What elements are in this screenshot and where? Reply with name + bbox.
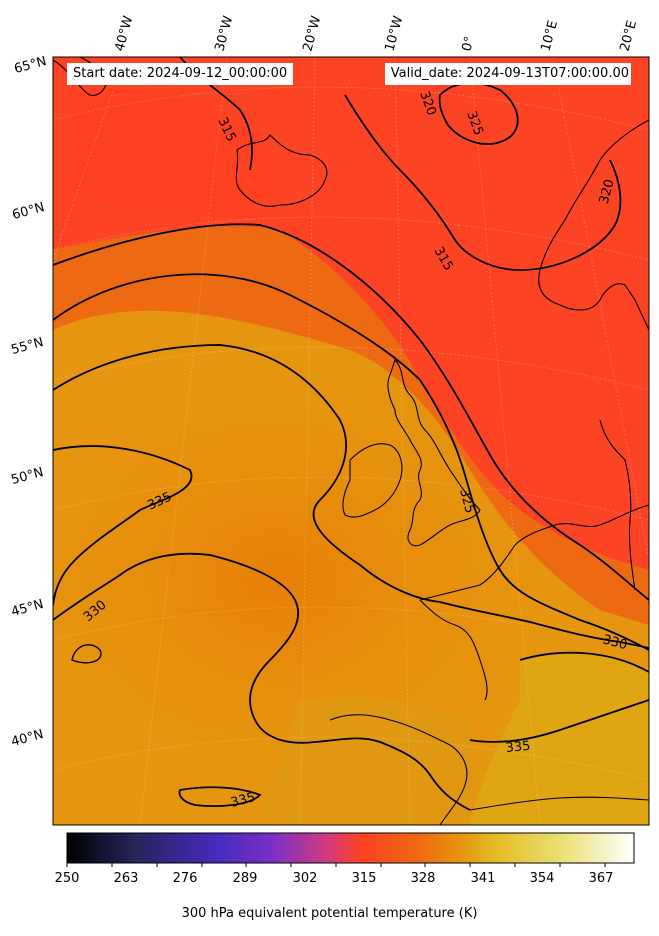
contour-335-west xyxy=(53,344,441,603)
contour-label: 335 xyxy=(229,790,257,811)
colorbar-tick-label: 302 xyxy=(292,871,318,886)
start-date-label: Start date: 2024-09-12_00:00:00 xyxy=(67,63,294,85)
coast-iberia xyxy=(329,714,468,825)
contour-335-southeast xyxy=(519,651,649,673)
colorbar-tick-label: 367 xyxy=(588,871,614,886)
field-gold-region-south xyxy=(260,696,470,825)
colorbar-tick-label: 250 xyxy=(54,871,80,886)
coast-ireland xyxy=(342,443,403,518)
colorbar-tick-label: 276 xyxy=(172,871,198,886)
contour-315-trough xyxy=(53,223,649,601)
colorbar-ticks xyxy=(66,863,606,867)
contour-335-bubble xyxy=(53,445,193,606)
contour-335-pocket xyxy=(178,786,262,808)
field-gold-region-southeast xyxy=(470,652,649,825)
valid-date-label: Valid_date: 2024-09-13T07:00:00.00 xyxy=(384,63,631,85)
field-red-core xyxy=(70,87,277,216)
contour-335-south xyxy=(469,699,649,743)
contour-label: 330 xyxy=(601,632,629,653)
coast-north-africa xyxy=(469,796,649,811)
colorbar-tick-label: 328 xyxy=(410,871,436,886)
contour-label: 325 xyxy=(456,487,477,515)
contour-label: 335 xyxy=(505,739,531,756)
coast-france xyxy=(419,599,488,701)
map-area: 315 320 325 315 320 325 335 330 330 335 … xyxy=(53,57,649,825)
colorbar-tick-label: 354 xyxy=(529,871,555,886)
colorbar-tick-label: 289 xyxy=(232,871,258,886)
contour-small-loop xyxy=(71,644,102,664)
colorbar-tick-label: 341 xyxy=(470,871,496,886)
coast-norway xyxy=(538,119,649,331)
coast-great-britain xyxy=(387,358,481,547)
contours xyxy=(53,57,649,811)
contour-330 xyxy=(53,552,471,811)
map-frame xyxy=(52,56,650,826)
coast-europe xyxy=(419,504,649,601)
contour-330-east xyxy=(439,601,649,649)
colorbar-label: 300 hPa equivalent potential temperature… xyxy=(181,906,478,921)
contour-label: 320 xyxy=(597,178,618,206)
colorbar-tick-label: 315 xyxy=(351,871,377,886)
contour-320-north xyxy=(344,94,622,271)
coast-baltic xyxy=(599,419,636,591)
colorbar-tick-label: 263 xyxy=(113,871,139,886)
contour-325 xyxy=(53,273,649,651)
coast-iceland xyxy=(235,134,328,207)
colorbar xyxy=(66,832,635,864)
